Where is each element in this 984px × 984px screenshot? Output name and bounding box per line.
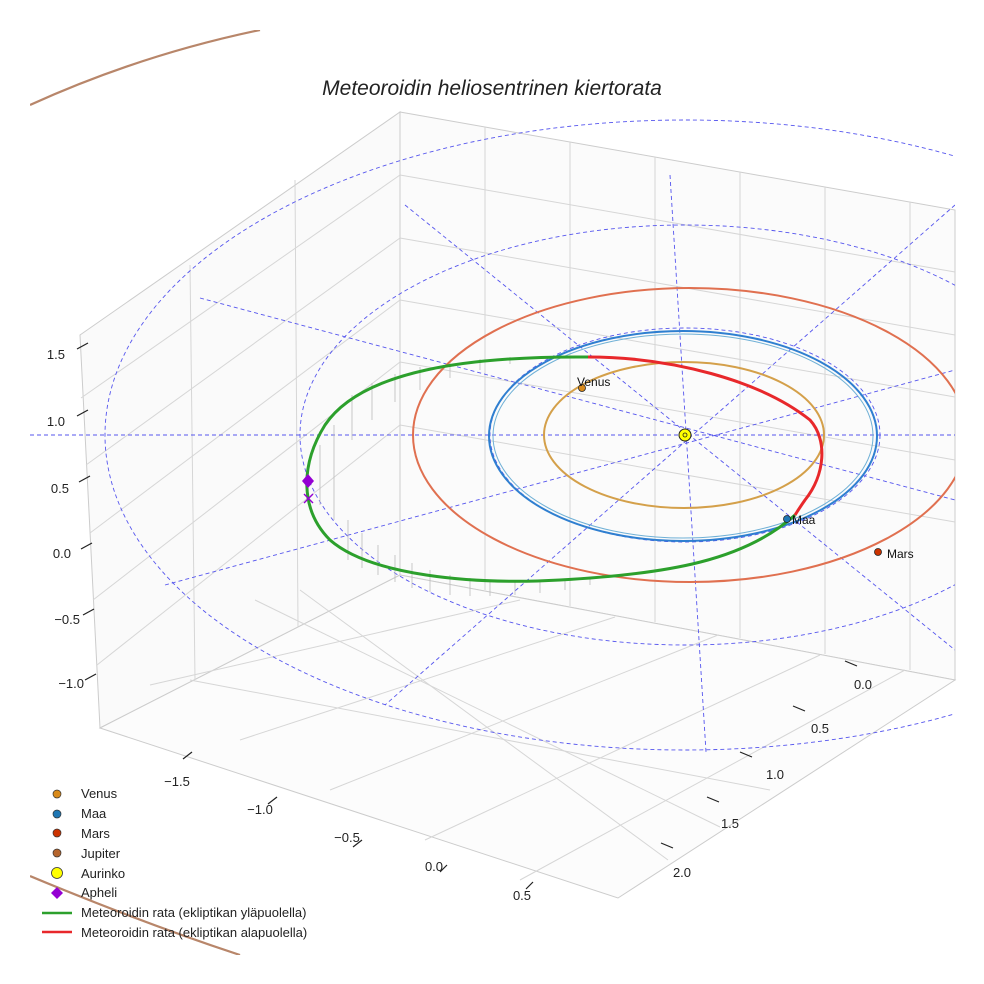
legend-label: Aurinko bbox=[81, 865, 126, 881]
y-tick-label: 1.5 bbox=[721, 816, 739, 831]
legend-item-below: Meteoroidin rata (ekliptikan alapuolella… bbox=[42, 923, 307, 943]
y-tick-label: 0.5 bbox=[811, 721, 829, 736]
diamond-icon bbox=[42, 886, 72, 900]
red-line-icon bbox=[42, 925, 72, 939]
venus-label: Venus bbox=[577, 375, 610, 389]
venus-marker-icon bbox=[42, 787, 72, 801]
x-tick-label: −1.5 bbox=[164, 774, 190, 789]
z-tick-label: −0.5 bbox=[54, 612, 80, 627]
legend-label: Mars bbox=[81, 825, 110, 841]
jupiter-orbit-lower bbox=[30, 874, 241, 955]
legend-item-earth: Maa bbox=[42, 804, 307, 824]
z-tick-label: −1.0 bbox=[58, 676, 84, 691]
sun-marker bbox=[678, 428, 692, 442]
z-tick-label: 0.0 bbox=[53, 546, 71, 561]
mars-marker-icon bbox=[42, 826, 72, 840]
earth-marker bbox=[783, 515, 791, 523]
ecliptic-reference-grid bbox=[30, 119, 955, 753]
aphelion-projection-marker bbox=[303, 493, 314, 504]
z-axis bbox=[76, 342, 97, 681]
mars-label: Mars bbox=[887, 547, 914, 561]
mars-orbit bbox=[412, 287, 955, 583]
sun-marker-icon bbox=[42, 866, 72, 880]
chart-title: Meteoroidin heliosentrinen kiertorata bbox=[322, 77, 662, 100]
x-tick-label: 0.5 bbox=[513, 888, 531, 903]
x-tick-label: 0.0 bbox=[425, 859, 443, 874]
legend-item-mars: Mars bbox=[42, 824, 307, 844]
legend-label: Venus bbox=[81, 786, 118, 802]
projection-lines bbox=[319, 357, 591, 596]
y-tick-label: 0.0 bbox=[854, 677, 872, 692]
y-axis bbox=[660, 660, 858, 849]
z-tick-label: 1.0 bbox=[47, 414, 65, 429]
jupiter-marker-icon bbox=[42, 846, 72, 860]
x-axis bbox=[182, 751, 534, 890]
legend-label: Meteoroidin rata (ekliptikan yläpuolella… bbox=[81, 905, 307, 921]
legend-item-above: Meteoroidin rata (ekliptikan yläpuolella… bbox=[42, 903, 307, 923]
legend-item-aphelion: Apheli bbox=[42, 883, 307, 903]
y-tick-label: 2.0 bbox=[673, 865, 691, 880]
jupiter-orbit-upper bbox=[30, 30, 261, 107]
earth-orbit-inner bbox=[492, 333, 874, 539]
legend-label: Jupiter bbox=[81, 845, 121, 861]
legend-label: Meteoroidin rata (ekliptikan alapuolella… bbox=[81, 924, 308, 940]
legend-item-sun: Aurinko bbox=[42, 863, 307, 883]
meteoroid-orbit-below bbox=[587, 355, 824, 516]
x-tick-label: −0.5 bbox=[334, 830, 360, 845]
legend-item-jupiter: Jupiter bbox=[42, 843, 307, 863]
venus-orbit bbox=[543, 361, 825, 509]
legend-item-venus: Venus bbox=[42, 784, 307, 804]
aphelion-marker bbox=[302, 474, 314, 488]
legend-label: Apheli bbox=[81, 885, 118, 901]
x-tick-label: −1.0 bbox=[247, 802, 273, 817]
y-tick-label: 1.0 bbox=[766, 767, 784, 782]
earth-orbit bbox=[488, 330, 878, 542]
green-line-icon bbox=[42, 906, 72, 920]
z-tick-label: 1.5 bbox=[47, 347, 65, 362]
axes-box bbox=[79, 111, 957, 899]
z-tick-label: 0.5 bbox=[51, 481, 69, 496]
legend-label: Maa bbox=[81, 806, 107, 822]
meteoroid-orbit-above bbox=[305, 355, 797, 583]
mars-marker bbox=[874, 548, 882, 556]
earth-marker-icon bbox=[42, 807, 72, 821]
venus-marker bbox=[578, 384, 586, 392]
legend: Venus Maa Mars Jupiter Aurinko Apheli Me… bbox=[42, 784, 307, 942]
earth-label: Maa bbox=[792, 513, 816, 527]
